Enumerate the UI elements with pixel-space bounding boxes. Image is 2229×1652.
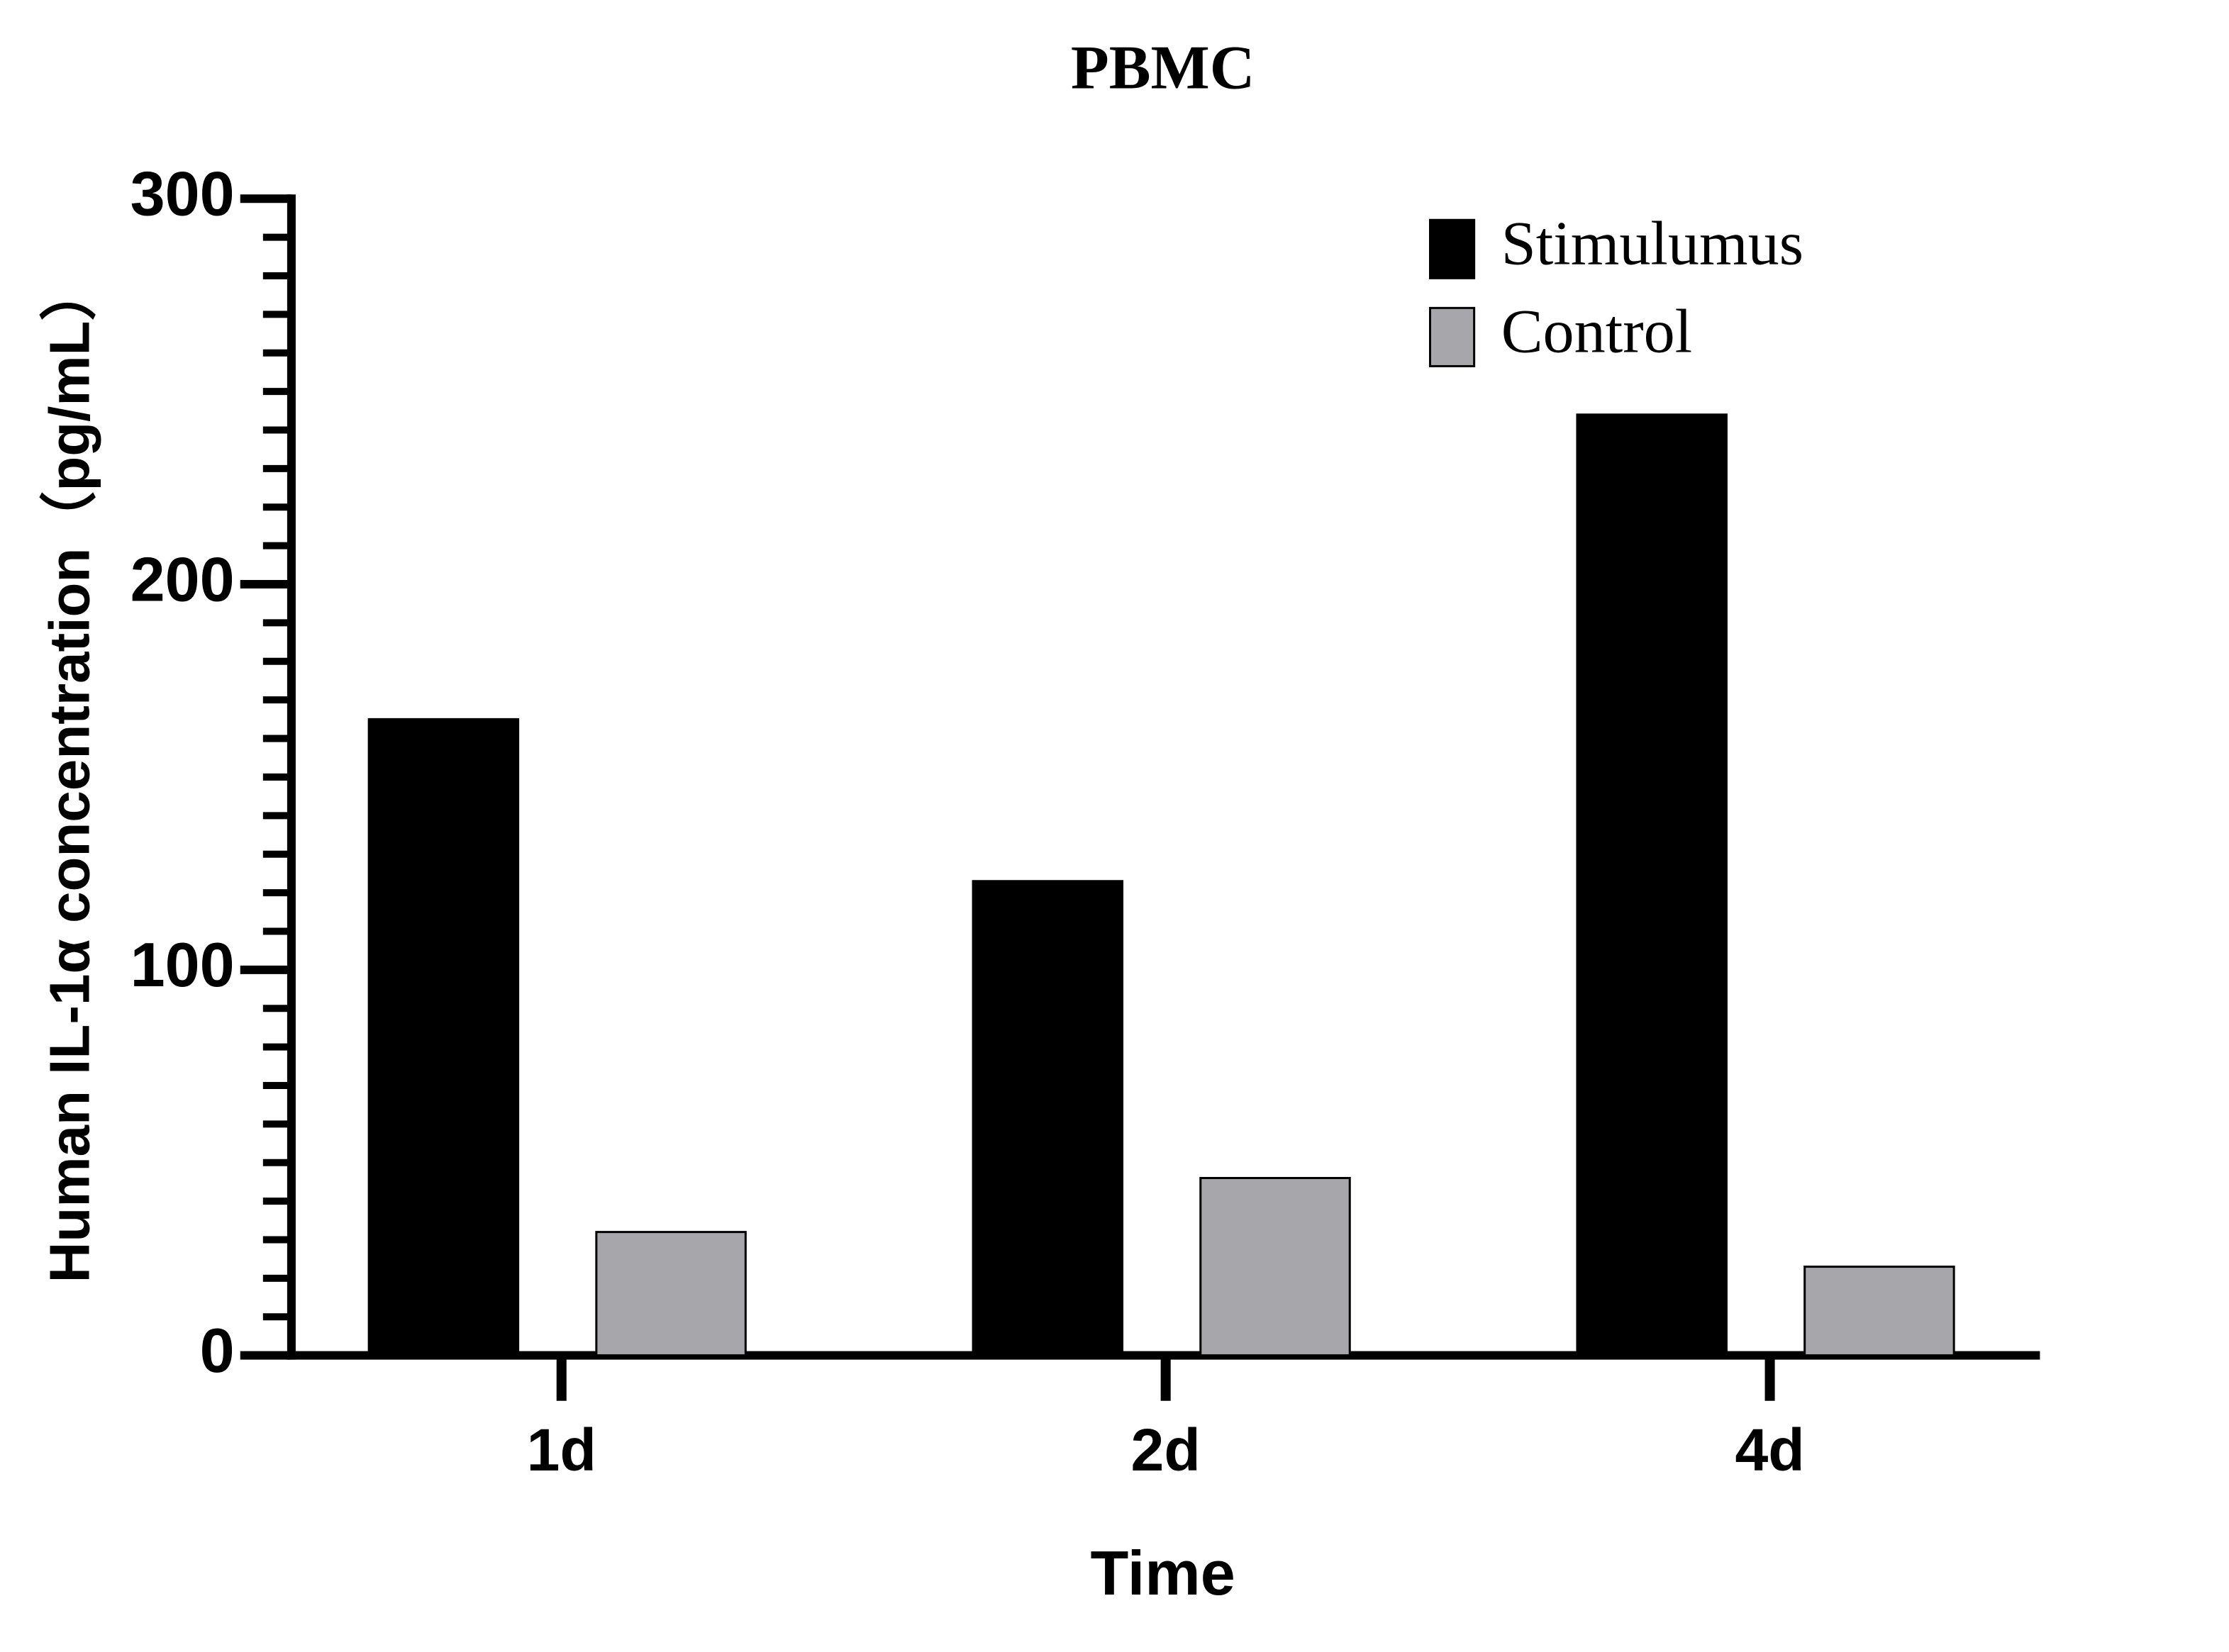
bar bbox=[1803, 1266, 1955, 1357]
y-tick-label: 100 bbox=[130, 930, 235, 1000]
legend-label: Stimulumus bbox=[1501, 209, 1803, 279]
bar bbox=[1576, 413, 1728, 1357]
y-tick-label: 300 bbox=[130, 159, 235, 229]
bar bbox=[595, 1231, 747, 1357]
legend-label: Control bbox=[1501, 297, 1692, 367]
x-tick-label: 1d bbox=[527, 1417, 596, 1483]
y-axis-label: Human IL-1α concentration（pg/mL） bbox=[37, 264, 101, 1283]
legend-swatch bbox=[1428, 306, 1476, 367]
x-axis-label: Time bbox=[1091, 1538, 1235, 1608]
legend-swatch bbox=[1428, 218, 1476, 279]
bar bbox=[972, 880, 1124, 1357]
y-tick-label: 0 bbox=[200, 1315, 235, 1385]
chart-title: PBMC bbox=[1071, 33, 1255, 102]
bar bbox=[367, 718, 520, 1357]
x-tick-label: 2d bbox=[1131, 1417, 1201, 1483]
bar bbox=[1199, 1176, 1351, 1357]
x-tick-label: 4d bbox=[1735, 1417, 1804, 1483]
y-tick-label: 200 bbox=[130, 544, 235, 614]
